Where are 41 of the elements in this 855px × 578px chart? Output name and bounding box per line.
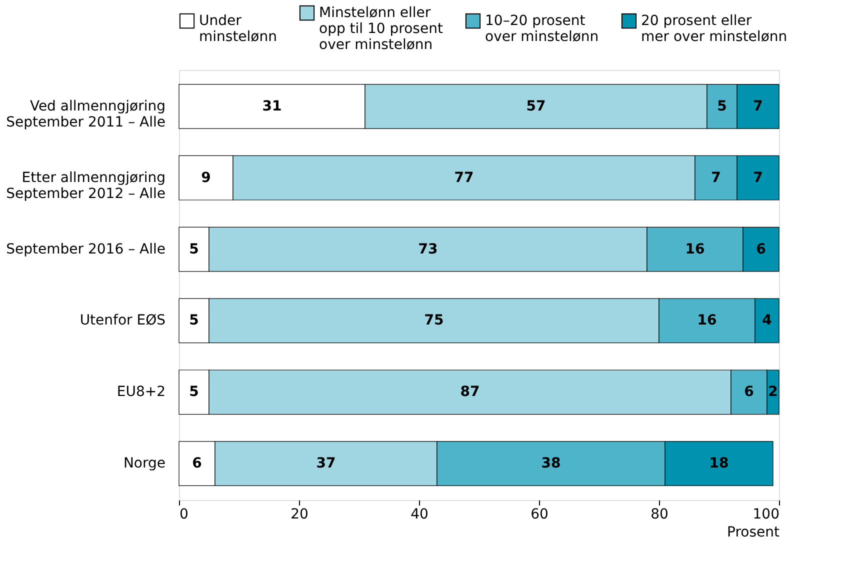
legend-label: Under minstelønn (199, 13, 277, 45)
y-tick-label: Etter allmenngjøring September 2012 – Alle (6, 170, 166, 202)
data-label: 6 (192, 456, 202, 472)
data-label: 38 (541, 456, 561, 472)
data-label: 16 (685, 241, 705, 258)
x-tick-label: 20 (290, 506, 308, 522)
legend-label: Minstelønn eller opp til 10 prosent over minstelønn (319, 5, 444, 53)
data-label: 57 (526, 98, 546, 114)
x-tick-label: 100 (752, 506, 780, 522)
y-tick-label: Utenfor EØS (80, 312, 166, 329)
legend-label: 20 prosent eller mer over minstelønn (641, 13, 788, 45)
data-label: 6 (744, 384, 754, 400)
y-tick-label: EU8+2 (116, 384, 166, 400)
x-tick-label: 80 (650, 506, 668, 522)
data-label: 87 (460, 384, 480, 400)
data-label: 7 (753, 98, 763, 114)
y-tick-label: Ved allmenngjøring September 2011 – Alle (6, 98, 166, 130)
x-tick-label: 0 (180, 506, 188, 522)
data-label: 5 (189, 241, 199, 258)
x-axis-title: Prosent (727, 524, 780, 540)
data-label: 77 (454, 170, 474, 186)
x-tick-label: 60 (530, 506, 548, 522)
data-label: 18 (709, 456, 729, 472)
data-label: 5 (189, 312, 199, 329)
data-label: 73 (418, 241, 438, 258)
data-label: 5 (717, 98, 727, 114)
y-tick-label: September 2016 – Alle (6, 241, 166, 258)
data-label: 4 (762, 312, 772, 329)
data-label: 37 (316, 456, 336, 472)
data-label: 31 (262, 98, 282, 114)
data-label: 6 (756, 241, 766, 258)
data-label: 16 (697, 312, 717, 329)
data-label: 2 (768, 384, 778, 400)
data-label: 5 (189, 384, 199, 400)
data-label: 7 (753, 170, 763, 186)
data-label: 7 (711, 170, 721, 186)
legend-label: 10–20 prosent over minstelønn (485, 13, 599, 45)
y-tick-label: Norge (123, 456, 166, 472)
data-label: 75 (424, 312, 444, 329)
x-tick-label: 40 (410, 506, 428, 522)
data-label: 9 (201, 170, 211, 186)
